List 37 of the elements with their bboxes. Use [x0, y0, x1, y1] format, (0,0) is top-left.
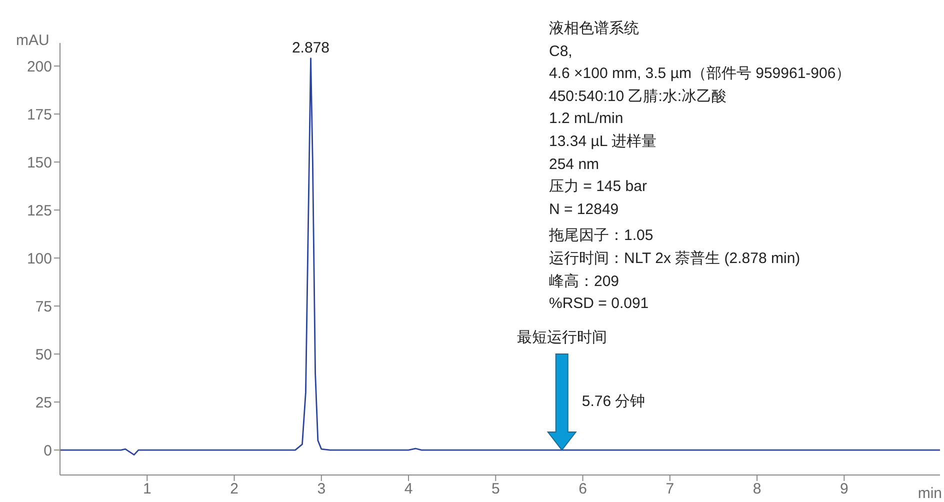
annotation: 压力 = 145 bar	[549, 177, 648, 198]
annotation: N = 12849	[549, 200, 620, 220]
y-axis-title: mAU	[16, 32, 50, 49]
x-axis-title: min	[918, 485, 942, 502]
annotation: 1.2 mL/min	[549, 109, 624, 130]
y-tick-label: 0	[44, 442, 52, 460]
y-tick-label: 175	[26, 106, 52, 124]
annotation: 254 nm	[549, 154, 600, 175]
y-tick-label: 25	[35, 394, 52, 412]
y-tick-label: 75	[35, 298, 52, 316]
annotation: 拖尾因子：1.05	[549, 226, 654, 246]
y-tick-label: 100	[26, 250, 52, 268]
annotation: 峰高：209	[549, 272, 620, 292]
y-tick-label: 200	[26, 58, 52, 76]
annotation: %RSD = 0.091	[549, 294, 650, 314]
x-tick-label: 1	[142, 480, 152, 498]
x-tick-label: 3	[317, 480, 326, 498]
annotation: 450:540:10 乙腈:水:冰乙酸	[549, 86, 728, 107]
annotation: 最短运行时间	[516, 329, 607, 346]
annotation: C8,	[549, 42, 574, 62]
x-tick-label: 5	[491, 480, 500, 498]
annotation: 运行时间：NLT 2x 萘普生 (2.878 min)	[549, 248, 802, 269]
x-tick-label: 4	[404, 480, 413, 498]
annotation: 4.6 ×100 mm, 3.5 µm（部件号 959961-906）	[549, 64, 851, 84]
annotation: 5.76 分钟	[582, 393, 646, 410]
x-tick-label: 9	[840, 480, 848, 498]
y-tick-label: 50	[35, 346, 52, 364]
annotation: 13.34 µL 进样量	[549, 132, 658, 152]
text: 液相色谱系统	[549, 19, 640, 39]
annotation: 2.878	[292, 39, 330, 56]
x-tick-label: 6	[578, 480, 587, 498]
x-tick-label: 2	[230, 480, 238, 498]
x-tick-label: 8	[752, 480, 762, 498]
y-tick-label: 125	[26, 202, 52, 220]
line-series	[60, 58, 940, 456]
y-tick-label: 150	[26, 154, 52, 172]
x-tick-label: 7	[666, 480, 674, 498]
